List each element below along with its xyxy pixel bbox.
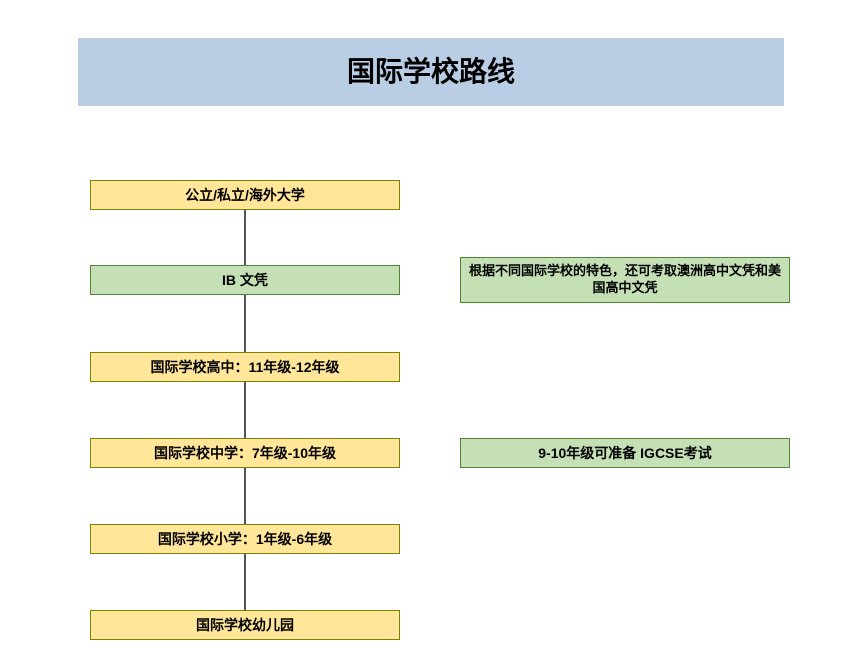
connector-n3-n4: [244, 382, 246, 438]
node-n2side: 根据不同国际学校的特色，还可考取澳洲高中文凭和美国高中文凭: [460, 257, 790, 303]
node-n1: 公立/私立/海外大学: [90, 180, 400, 210]
connector-n4-n5: [244, 468, 246, 524]
connector-n5-n6: [244, 554, 246, 610]
node-n6: 国际学校幼儿园: [90, 610, 400, 640]
node-n3: 国际学校高中：11年级-12年级: [90, 352, 400, 382]
connector-n2-n3: [244, 295, 246, 352]
node-n4: 国际学校中学：7年级-10年级: [90, 438, 400, 468]
title-box: 国际学校路线: [78, 38, 784, 106]
diagram-canvas: 国际学校路线公立/私立/海外大学 IB 文凭 根据不同国际学校的特色，还可考取澳洲高…: [0, 0, 860, 669]
connector-n1-n2: [244, 210, 246, 265]
node-n2: IB 文凭: [90, 265, 400, 295]
node-n4side: 9-10年级可准备 IGCSE考试: [460, 438, 790, 468]
node-n5: 国际学校小学：1年级-6年级: [90, 524, 400, 554]
